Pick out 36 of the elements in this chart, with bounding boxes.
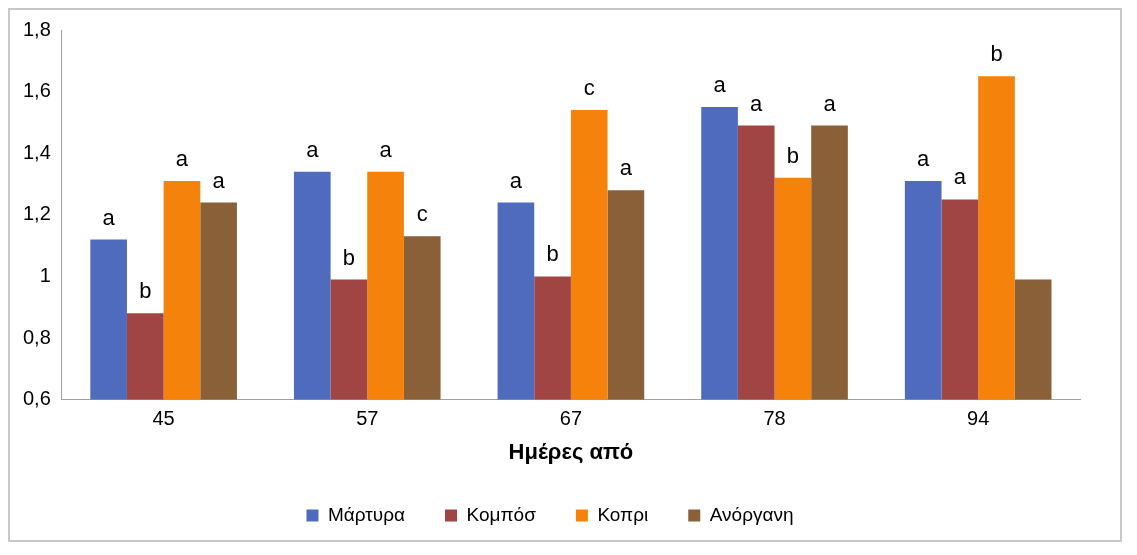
data-label: b: [342, 244, 356, 270]
y-tick-label: 1,6: [22, 79, 51, 102]
x-axis-title: Ημέρες από: [508, 438, 634, 464]
legend-label: Κοπρι: [597, 503, 649, 525]
data-label: a: [379, 136, 393, 162]
data-label: a: [823, 90, 837, 116]
data-label: b: [546, 241, 559, 267]
x-tick-label: 57: [356, 407, 379, 430]
y-tick-label: 1: [39, 263, 51, 286]
data-label: c: [583, 75, 595, 101]
data-label: a: [917, 145, 931, 171]
x-tick-label: 67: [559, 407, 583, 430]
data-label: a: [509, 167, 523, 193]
data-label: a: [212, 167, 226, 193]
data-label: b: [786, 142, 799, 168]
y-tick-label: 1,2: [22, 202, 51, 225]
legend-label: Κομπόσ: [466, 503, 537, 525]
y-tick-label: 0,6: [22, 387, 51, 410]
legend-label: Μάρτυρα: [327, 503, 406, 525]
legend-label: Ανόργανη: [709, 503, 794, 525]
data-label: b: [139, 278, 152, 304]
data-label: a: [175, 145, 189, 171]
x-tick-label: 78: [763, 407, 786, 430]
data-label: a: [619, 155, 633, 181]
data-label: a: [306, 136, 320, 162]
y-tick-label: 0,8: [22, 325, 51, 348]
y-tick-label: 1,8: [22, 17, 51, 40]
x-tick-label: 94: [967, 407, 990, 430]
y-tick-label: 1,4: [22, 140, 51, 163]
data-label: b: [990, 41, 1003, 67]
data-label: a: [953, 164, 967, 190]
data-label: c: [416, 201, 428, 227]
data-label: a: [713, 72, 727, 98]
data-label: a: [102, 204, 116, 230]
data-label: a: [750, 90, 764, 116]
x-tick-label: 45: [152, 407, 175, 430]
